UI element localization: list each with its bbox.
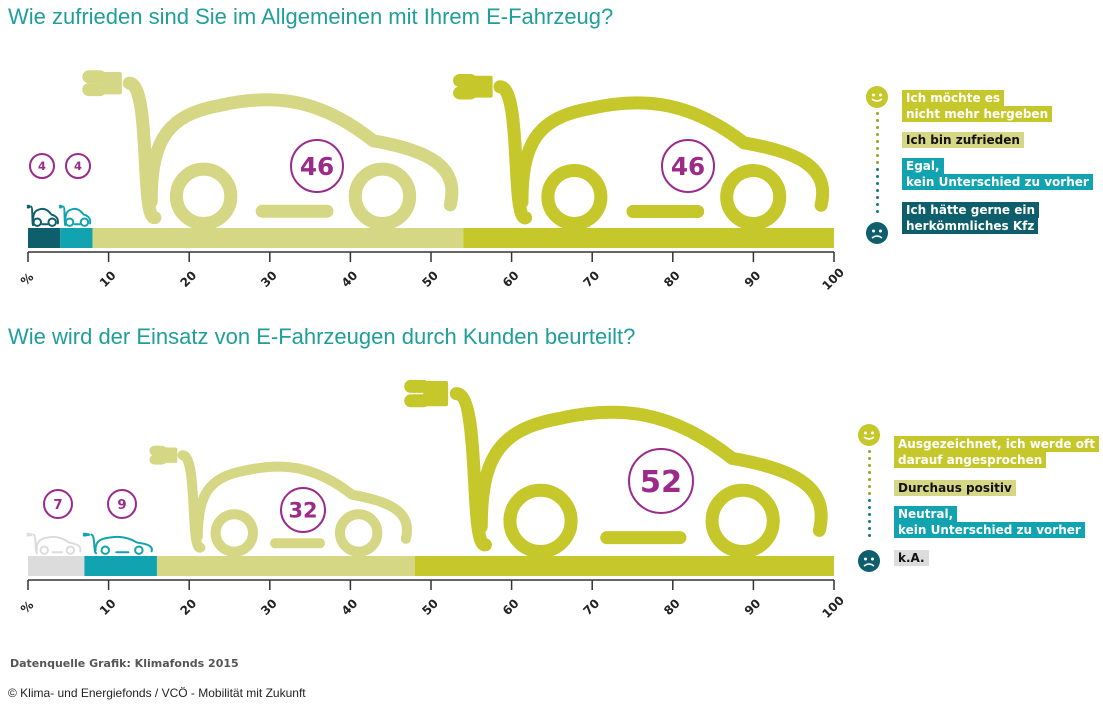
x-tick-label: 70 [581,268,603,290]
legend-item: Neutral, kein Unterschied zu vorher [894,506,1085,538]
x-tick-label: 60 [500,596,522,618]
legend-item-text: Ich hätte gerne ein [902,202,1040,218]
legend-item: Ich hätte gerne ein herkömmliches Kfz [902,202,1040,234]
data-label: 4 [65,153,91,179]
chart-1-title: Wie zufrieden sind Sie im Allgemeinen mi… [8,4,614,29]
data-label-text: 46 [300,152,334,181]
legend-item: Ausgezeichnet, ich werde oft darauf anges… [894,436,1099,468]
data-label-text: 4 [38,159,46,173]
data-label: 52 [628,448,694,514]
x-tick-label: 100 [819,265,847,293]
x-tick-label: 90 [742,268,764,290]
chart-2-title: Wie wird der Einsatz von E-Fahrzeugen du… [8,324,636,349]
legend-dotted-line [868,450,871,541]
legend-item: k.A. [894,550,929,566]
data-label-text: 52 [640,465,682,500]
data-source-note: Datenquelle Grafik: Klimafonds 2015 [10,657,239,670]
x-tick-label: 90 [742,596,764,618]
bar-segment [84,556,157,576]
legend-item: Durchaus positiv [894,480,1016,496]
x-tick-label: 30 [258,596,280,618]
car-plug-icon [404,379,828,558]
legend-item-text: Ausgezeichnet, ich werde oft [894,436,1099,452]
x-tick-label: 80 [661,268,683,290]
legend-item-text: darauf angesprochen [894,452,1047,468]
x-tick-label: 60 [500,268,522,290]
legend-item-text: Egal, [902,158,944,174]
x-tick-label: 20 [178,596,200,618]
legend-item: Ich bin zufrieden [902,132,1024,148]
bar-segment [414,556,834,576]
data-label: 46 [661,139,715,193]
data-label: 4 [29,153,55,179]
legend-item-text: Durchaus positiv [894,480,1016,496]
x-tick-label: 80 [661,596,683,618]
x-tick-label: 20 [178,268,200,290]
data-label: 46 [290,139,344,193]
x-tick-label: 30 [258,268,280,290]
smiley-happy-icon [858,424,880,446]
bar-segment [60,228,93,248]
car-plug-icon [453,73,830,231]
car-plug-icon [82,70,459,231]
car-plug-icon [58,204,92,227]
copyright-note: © Klima- und Energiefonds / VCÖ - Mobili… [8,686,306,700]
data-label-text: 32 [288,499,317,523]
legend-item-text: Neutral, [894,506,958,522]
x-tick-label: 50 [419,596,441,618]
chart-1-legend: Ich möchte es nicht mehr hergeben Ich bin … [866,86,1096,246]
smiley-happy-icon [866,86,888,108]
legend-item: Ich möchte es nicht mehr hergeben [902,90,1053,122]
data-label: 32 [280,487,326,533]
bar-segment [28,556,85,576]
legend-item-text: Ich bin zufrieden [902,132,1024,148]
car-plug-icon [149,445,412,557]
legend-item-text: k.A. [894,550,929,566]
data-label-text: 9 [117,498,126,513]
smiley-sad-icon [858,550,880,572]
legend-item-text: herkömmliches Kfz [902,218,1039,234]
data-label-text: 7 [53,498,62,513]
chart-2: 7 9 32 52% 10 20 30 40 50 60 70 80 90 100 [18,379,847,621]
bar-segment [463,228,834,248]
legend-item-text: Ich möchte es [902,90,1005,106]
bar-segment [156,556,415,576]
data-label: 9 [107,489,137,519]
data-label-text: 4 [74,159,82,173]
car-plug-icon [82,532,153,555]
chart-1: 4 4 46 46% 10 20 30 40 50 60 70 80 90 100 [18,70,847,293]
x-tick-label: % [18,598,36,616]
x-tick-label: 10 [97,268,119,290]
smiley-sad-icon [866,222,888,244]
car-plug-icon [26,204,59,227]
x-tick-label: 100 [819,593,847,621]
legend-item-text: nicht mehr hergeben [902,106,1053,122]
x-tick-label: 40 [339,268,361,290]
legend-item-text: kein Unterschied zu vorher [894,522,1085,538]
x-tick-label: 10 [97,596,119,618]
x-tick-label: 70 [581,596,603,618]
chart-2-legend: Ausgezeichnet, ich werde oft darauf anges… [858,424,1099,574]
data-label: 7 [43,489,73,519]
legend-item: Egal, kein Unterschied zu vorher [902,158,1093,190]
legend-dotted-line [876,112,879,217]
bar-segment [28,228,61,248]
data-label-text: 46 [671,152,705,181]
x-tick-label: % [18,270,36,288]
x-tick-label: 40 [339,596,361,618]
legend-item-text: kein Unterschied zu vorher [902,174,1093,190]
car-plug-icon [26,532,82,555]
x-tick-label: 50 [419,268,441,290]
bar-segment [92,228,464,248]
